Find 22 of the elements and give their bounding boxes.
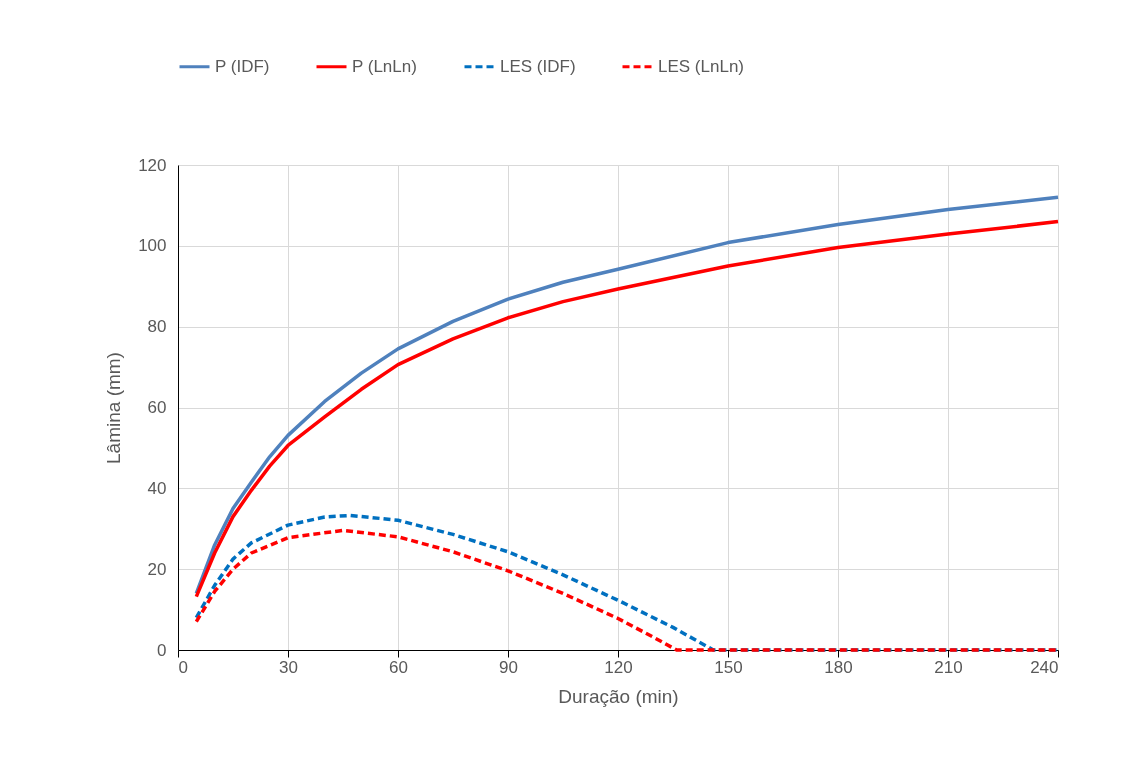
y-tick-label: 40 (147, 478, 167, 498)
y-tick-label: 80 (147, 317, 167, 337)
legend-label: P (IDF) (215, 56, 270, 76)
x-tick-label: 150 (714, 657, 743, 677)
y-tick-label: 0 (157, 640, 167, 660)
y-tick-label: 100 (138, 236, 167, 256)
y-tick-label: 20 (147, 559, 167, 579)
x-tick-label: 0 (178, 657, 188, 677)
x-tick-label: 30 (279, 657, 298, 677)
x-tick-label: 210 (934, 657, 963, 677)
x-tick-label: 240 (1030, 657, 1059, 677)
x-tick-label: 180 (824, 657, 853, 677)
x-tick-label: 120 (604, 657, 633, 677)
y-tick-label: 120 (138, 155, 167, 175)
x-tick-label: 60 (389, 657, 408, 677)
y-axis-title: Lâmina (mm) (103, 352, 125, 464)
legend-label: P (LnLn) (352, 56, 417, 76)
y-tick-label: 60 (147, 398, 167, 417)
x-tick-label: 90 (499, 657, 518, 677)
x-axis-title: Duração (min) (558, 685, 679, 707)
legend-label: LES (IDF) (500, 56, 576, 76)
legend-label: LES (LnLn) (658, 56, 744, 76)
